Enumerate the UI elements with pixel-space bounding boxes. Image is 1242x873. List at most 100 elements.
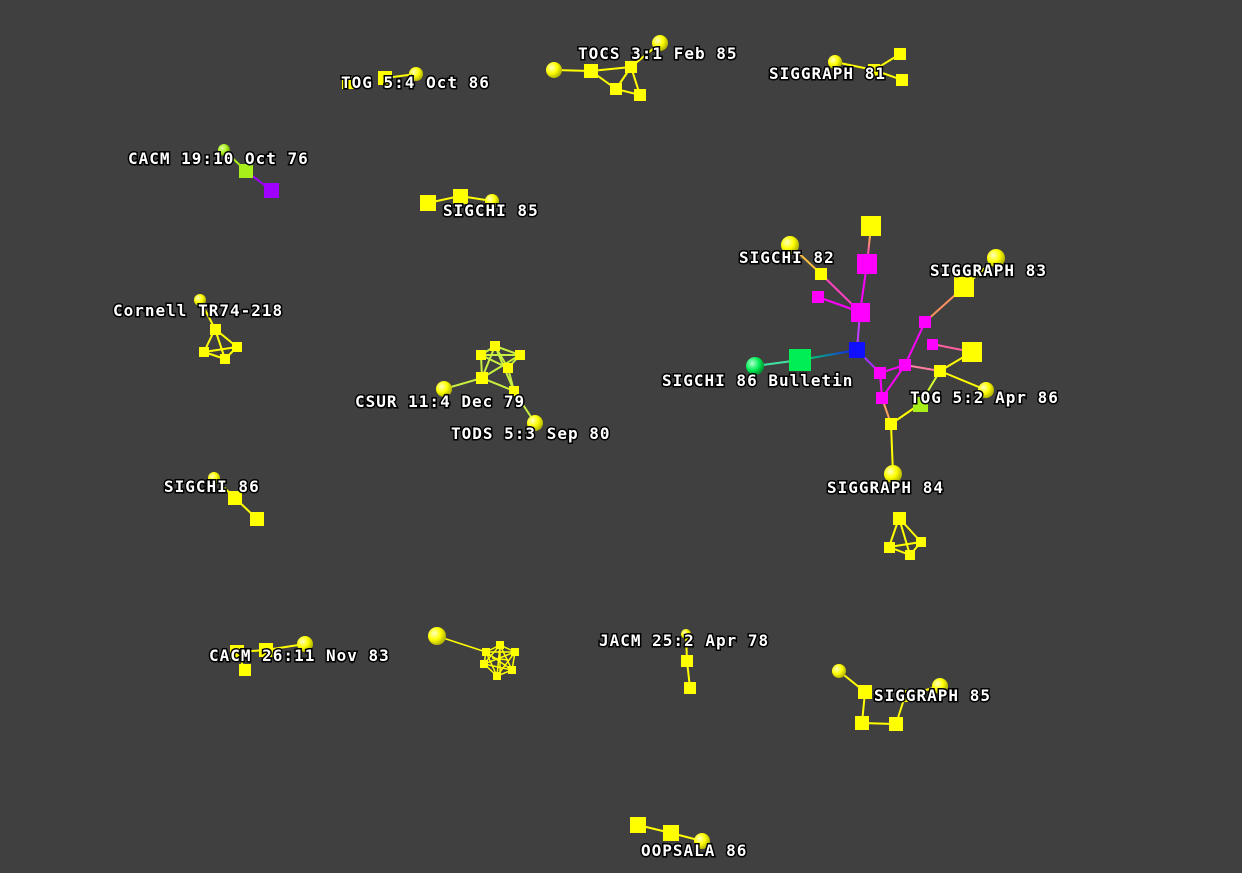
venue-node[interactable] <box>932 678 948 694</box>
paper-node[interactable] <box>239 164 253 178</box>
venue-node[interactable] <box>832 664 846 678</box>
venue-node[interactable] <box>681 629 691 639</box>
paper-node[interactable] <box>515 350 525 360</box>
paper-node[interactable] <box>259 643 273 657</box>
paper-node[interactable] <box>503 363 513 373</box>
paper-node[interactable] <box>896 74 908 86</box>
paper-node[interactable] <box>815 268 827 280</box>
venue-node[interactable] <box>781 236 799 254</box>
label-cacm-19-10: CACM 19:10 Oct 76 <box>128 149 309 168</box>
paper-node[interactable] <box>228 491 242 505</box>
paper-node[interactable] <box>220 354 230 364</box>
paper-node[interactable] <box>482 648 490 656</box>
paper-node[interactable] <box>476 372 488 384</box>
paper-node[interactable] <box>868 64 880 76</box>
paper-node[interactable] <box>239 664 251 676</box>
label-sigchi-82: SIGCHI 82 <box>739 248 835 267</box>
paper-node[interactable] <box>230 645 244 659</box>
paper-node[interactable] <box>857 254 877 274</box>
paper-node[interactable] <box>476 350 486 360</box>
paper-node[interactable] <box>861 216 881 236</box>
venue-node[interactable] <box>208 472 220 484</box>
paper-node[interactable] <box>894 48 906 60</box>
paper-node[interactable] <box>905 550 915 560</box>
paper-node[interactable] <box>855 716 869 730</box>
paper-node[interactable] <box>876 392 888 404</box>
paper-node[interactable] <box>342 77 354 89</box>
label-cacm-26-11: CACM 26:11 Nov 83 <box>209 646 390 665</box>
nodes <box>194 35 1005 849</box>
label-tods-5-3: TODS 5:3 Sep 80 <box>451 424 611 443</box>
label-sigchi-86-bulletin: SIGCHI 86 Bulletin <box>662 371 853 390</box>
paper-node[interactable] <box>630 817 646 833</box>
paper-node[interactable] <box>493 672 501 680</box>
paper-node[interactable] <box>663 825 679 841</box>
paper-node[interactable] <box>889 717 903 731</box>
paper-node[interactable] <box>210 324 221 335</box>
label-tog-5-4: TOG 5:4 Oct 86 <box>341 73 490 92</box>
paper-node[interactable] <box>851 303 870 322</box>
paper-node[interactable] <box>927 339 938 350</box>
venue-node[interactable] <box>987 249 1005 267</box>
paper-node[interactable] <box>490 341 500 351</box>
paper-node[interactable] <box>511 648 519 656</box>
paper-node[interactable] <box>899 359 911 371</box>
paper-node[interactable] <box>849 342 865 358</box>
paper-node[interactable] <box>812 291 824 303</box>
paper-node[interactable] <box>874 367 886 379</box>
paper-node[interactable] <box>496 641 504 649</box>
paper-node[interactable] <box>232 342 242 352</box>
paper-node[interactable] <box>480 660 488 668</box>
paper-node[interactable] <box>634 89 646 101</box>
paper-node[interactable] <box>913 397 928 412</box>
venue-node[interactable] <box>978 382 994 398</box>
paper-node[interactable] <box>378 71 392 85</box>
venue-node[interactable] <box>436 381 452 397</box>
paper-node[interactable] <box>916 537 926 547</box>
paper-node[interactable] <box>509 386 519 396</box>
paper-node[interactable] <box>884 542 895 553</box>
venue-node[interactable] <box>527 415 543 431</box>
paper-node[interactable] <box>625 61 637 73</box>
venue-node[interactable] <box>652 35 668 51</box>
venue-node[interactable] <box>428 627 446 645</box>
venue-node[interactable] <box>194 294 206 306</box>
label-siggraph-83: SIGGRAPH 83 <box>930 261 1047 280</box>
venue-node[interactable] <box>546 62 562 78</box>
venue-node[interactable] <box>485 194 499 208</box>
paper-node[interactable] <box>508 666 516 674</box>
paper-node[interactable] <box>681 655 693 667</box>
paper-node[interactable] <box>954 277 974 297</box>
venue-node[interactable] <box>409 67 423 81</box>
label-siggraph-85: SIGGRAPH 85 <box>874 686 991 705</box>
venue-node[interactable] <box>218 144 230 156</box>
paper-node[interactable] <box>610 83 622 95</box>
venue-node[interactable] <box>828 55 842 69</box>
paper-node[interactable] <box>199 347 209 357</box>
paper-node[interactable] <box>899 690 911 702</box>
label-siggraph-84: SIGGRAPH 84 <box>827 478 944 497</box>
label-sigchi-85: SIGCHI 85 <box>443 201 539 220</box>
label-siggraph-81: SIGGRAPH 81 <box>769 64 886 83</box>
venue-node[interactable] <box>884 465 902 483</box>
paper-node[interactable] <box>885 418 897 430</box>
paper-node[interactable] <box>789 349 811 371</box>
label-tocs-3-1: TOCS 3:1 Feb 85 <box>578 44 738 63</box>
paper-node[interactable] <box>584 64 598 78</box>
paper-node[interactable] <box>893 512 906 525</box>
paper-node[interactable] <box>264 183 279 198</box>
label-oopsala-86: OOPSALA 86 <box>641 841 747 860</box>
venue-node[interactable] <box>694 833 710 849</box>
paper-node[interactable] <box>250 512 264 526</box>
paper-node[interactable] <box>919 316 931 328</box>
venue-node[interactable] <box>297 636 313 652</box>
paper-node[interactable] <box>453 189 468 204</box>
paper-node[interactable] <box>858 685 872 699</box>
paper-node[interactable] <box>934 365 946 377</box>
paper-node[interactable] <box>420 195 436 211</box>
venue-node[interactable] <box>746 357 764 375</box>
paper-node[interactable] <box>962 342 982 362</box>
labels: TOG 5:4 Oct 86 TOCS 3:1 Feb 85 SIGGRAPH … <box>112 43 1060 862</box>
paper-node[interactable] <box>684 682 696 694</box>
